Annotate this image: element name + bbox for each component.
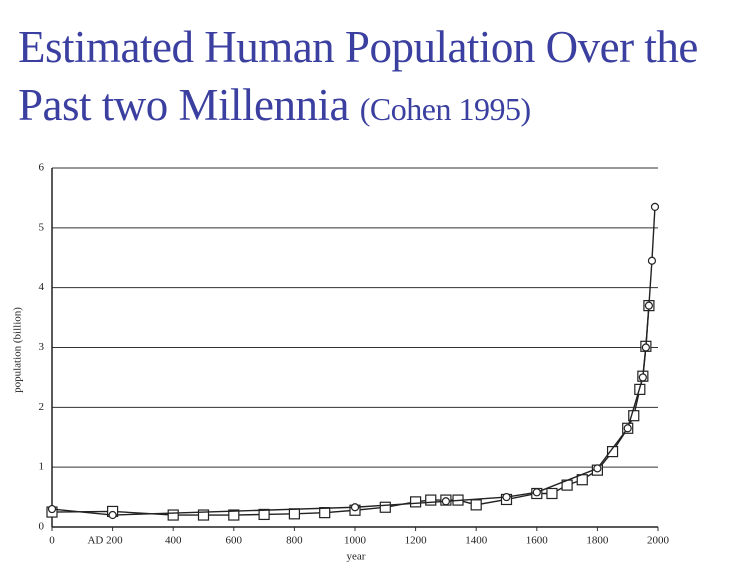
- x-tick-label: 1200: [405, 535, 428, 547]
- point: [47, 504, 57, 514]
- series-line: [51, 305, 650, 516]
- point: [532, 488, 541, 497]
- point: [167, 509, 179, 521]
- point: [606, 446, 619, 458]
- y-tick-label: 4: [39, 281, 45, 293]
- x-axis-label: year: [347, 551, 366, 563]
- point: [350, 503, 360, 512]
- point: [425, 494, 437, 506]
- point: [319, 507, 331, 519]
- x-tick-label: 400: [165, 535, 182, 547]
- point: [623, 424, 632, 433]
- point: [593, 464, 602, 473]
- x-tick-label: 1400: [465, 535, 488, 547]
- point: [441, 497, 450, 506]
- x-tick-label: 1600: [526, 535, 549, 547]
- point: [379, 501, 391, 513]
- y-tick-label: 5: [39, 221, 45, 233]
- point: [108, 510, 117, 520]
- point: [228, 509, 240, 521]
- y-tick-label: 6: [39, 162, 45, 174]
- point: [641, 343, 650, 352]
- point: [288, 508, 300, 520]
- x-tick-label: 800: [286, 535, 303, 547]
- point: [470, 499, 482, 511]
- point: [644, 301, 654, 310]
- point: [638, 373, 647, 382]
- point: [628, 410, 640, 422]
- x-tick-label: 0: [49, 535, 55, 547]
- y-tick-label: 3: [39, 341, 45, 353]
- point: [197, 509, 210, 521]
- point: [258, 508, 270, 521]
- x-tick-label: 1800: [586, 535, 609, 547]
- chart-subtitle: (Cohen 1995): [359, 91, 531, 127]
- x-tick-label: 1000: [344, 535, 367, 547]
- x-tick-label: AD 200: [87, 535, 123, 547]
- title-block: Estimated Human Population Over the Past…: [18, 18, 718, 138]
- point: [502, 492, 511, 502]
- series-line: [51, 206, 656, 516]
- point: [650, 202, 660, 211]
- point: [546, 487, 558, 500]
- y-tick-label: 1: [39, 461, 45, 473]
- point: [410, 496, 422, 508]
- x-tick-label: 2000: [647, 535, 670, 547]
- chart-title: Estimated Human Population Over the Past…: [18, 22, 698, 130]
- y-tick-label: 0: [39, 521, 45, 533]
- point: [647, 256, 657, 265]
- y-tick-label: 2: [39, 401, 45, 413]
- y-axis-label: population (billion): [12, 307, 24, 393]
- x-tick-label: 600: [226, 535, 243, 547]
